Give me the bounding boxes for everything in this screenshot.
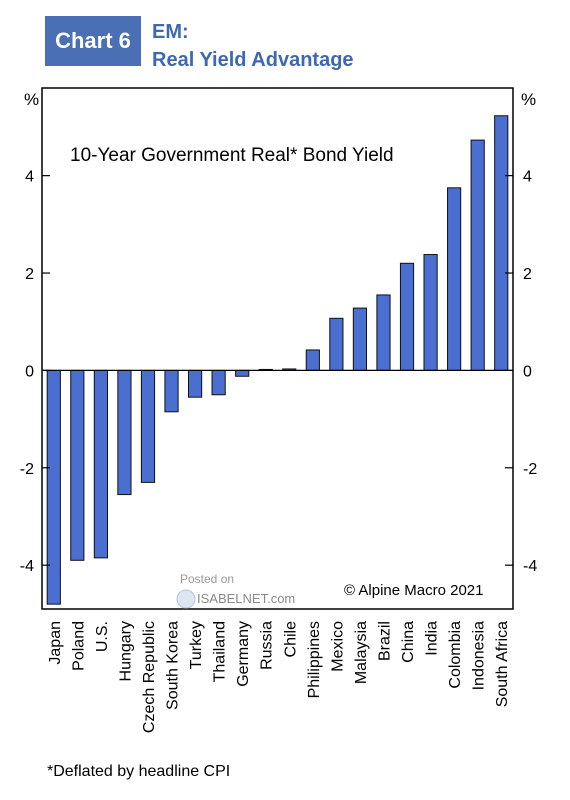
x-tick-label: Czech Republic	[141, 621, 158, 733]
source-credit: © Alpine Macro 2021	[344, 582, 483, 599]
bar-south-africa	[494, 115, 509, 371]
x-tick-label: U.S.	[94, 621, 111, 652]
bar-japan	[46, 369, 61, 605]
bar-germany	[235, 369, 250, 377]
bar-czech-republic	[140, 369, 156, 483]
x-tick-label: India	[424, 621, 441, 656]
x-tick-label: Germany	[235, 621, 252, 687]
y-tick-label-left: 0	[25, 363, 34, 380]
bar-south-korea	[164, 369, 179, 413]
watermark-line2: ISABELNET.com	[197, 591, 295, 606]
chart-heading: EM: Real Yield Advantage	[152, 18, 354, 74]
y-tick-label-right: -4	[523, 558, 537, 575]
chart-heading-line1: EM:	[152, 21, 189, 43]
x-tick-label: Turkey	[188, 621, 205, 669]
x-tick-label: Chile	[282, 621, 299, 658]
watermark-logo: Posted on ISABELNET.com	[176, 572, 295, 609]
chart-heading-line2: Real Yield Advantage	[152, 49, 354, 71]
y-tick-label-left: -2	[20, 461, 34, 478]
bar-hungary	[117, 369, 132, 496]
x-tick-label: South Korea	[165, 621, 182, 710]
y-tick-label-right: 0	[523, 363, 532, 380]
bar-brazil	[376, 294, 391, 371]
x-tick-label: Malaysia	[353, 621, 370, 684]
x-tick-label: Russia	[259, 621, 276, 670]
bar-turkey	[187, 369, 203, 398]
bar-malaysia	[352, 307, 368, 371]
x-tick-label: Japan	[47, 621, 64, 665]
footnote: *Deflated by headline CPI	[47, 763, 231, 780]
y-tick-label-right: 4	[523, 169, 532, 186]
x-tick-label: China	[400, 621, 417, 663]
bar-indonesia	[470, 139, 485, 371]
y-tick-label-left: 4	[25, 169, 34, 186]
plot-frame	[41, 87, 514, 610]
bar-poland	[70, 369, 85, 561]
y-tick-label-right: -2	[523, 461, 537, 478]
bar-china	[399, 262, 415, 371]
y-tick-label-left: 2	[25, 266, 34, 283]
x-tick-label: Indonesia	[471, 621, 488, 690]
x-tick-label: Poland	[70, 621, 87, 671]
bar-mexico	[329, 317, 344, 371]
x-tick-label: Thailand	[212, 621, 229, 682]
x-tick-label: Hungary	[117, 621, 134, 681]
bar-thailand	[211, 369, 226, 396]
bar-colombia	[447, 187, 462, 371]
bar-u-s-	[93, 369, 108, 559]
x-tick-label: Mexico	[329, 621, 346, 672]
y-tick-label-left: -4	[20, 558, 34, 575]
y-unit-right: %	[521, 90, 536, 109]
y-unit-left: %	[24, 90, 39, 109]
y-tick-label-right: 2	[523, 266, 532, 283]
x-tick-label: Colombia	[447, 621, 464, 689]
x-tick-label: South Africa	[494, 621, 511, 707]
chart-number-badge: Chart 6	[45, 16, 141, 66]
bar-philippines	[305, 349, 320, 371]
watermark-line1: Posted on	[180, 572, 234, 586]
plot-title: 10-Year Government Real* Bond Yield	[70, 145, 394, 166]
x-tick-label: Philippines	[306, 621, 323, 698]
bar-india	[423, 254, 438, 371]
x-tick-label: Brazil	[376, 621, 393, 661]
